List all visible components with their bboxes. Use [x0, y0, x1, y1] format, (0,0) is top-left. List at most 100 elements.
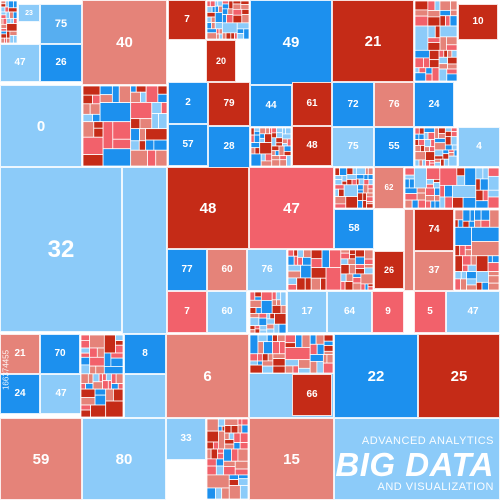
mosaic-tile [310, 277, 321, 290]
mosaic-tile [257, 341, 264, 355]
mosaic-tile [226, 14, 234, 24]
treemap-cell: 6 [166, 334, 249, 418]
mosaic-tile [151, 102, 162, 114]
mosaic-tile [81, 356, 91, 366]
treemap-cell-label: 58 [348, 223, 360, 234]
big-data-branding: ADVANCED ANALYTICS BIG DATA AND VISUALIZ… [324, 435, 494, 494]
treemap-cell: 62 [374, 167, 404, 209]
mosaic-tile [405, 174, 415, 180]
mosaic-tile [218, 33, 223, 39]
treemap-cell: 32 [0, 167, 122, 332]
mosaic-tile [236, 22, 249, 30]
mosaic-tile [215, 33, 220, 39]
mosaic-tile [282, 143, 288, 147]
mosaic-tile [228, 485, 241, 499]
mosaic-tile [276, 299, 282, 306]
mosaic-tile [349, 250, 356, 255]
mosaic-tile [360, 273, 373, 285]
mosaic-tile [367, 174, 373, 181]
treemap-cell: 70 [40, 334, 80, 374]
mosaic-tile [427, 132, 436, 140]
mosaic-tile [96, 347, 105, 358]
mosaic-tile [83, 113, 93, 123]
treemap-background-block [404, 209, 414, 291]
mosaic-tile [288, 250, 295, 257]
treemap-cell-label: 21 [14, 348, 26, 359]
mosaic-tile [488, 275, 499, 284]
mosaic-tile [316, 360, 324, 373]
mosaic-tile [233, 432, 241, 443]
mosaic-tile [155, 149, 167, 166]
mosaic-tile [489, 210, 499, 228]
treemap-cell: 49 [250, 0, 332, 85]
mosaic-tile [355, 174, 365, 180]
mosaic-tile [296, 277, 306, 290]
mosaic-tile [260, 160, 273, 166]
mosaic-tile [251, 153, 262, 166]
mosaic-tile [81, 409, 92, 417]
mosaic-tile [271, 132, 277, 139]
mosaic-tile [278, 323, 286, 333]
treemap-cell: 7 [167, 291, 207, 333]
mosaic-tile [89, 356, 105, 367]
mosaic-tile [210, 448, 219, 460]
mosaic-tile [416, 187, 426, 194]
mosaic-tile [153, 139, 167, 151]
mosaic-tile [275, 137, 283, 144]
mosaic-tile [335, 188, 339, 197]
mosaic-tile [207, 28, 217, 34]
mosaic-tile [267, 353, 274, 362]
mosaic-tile [446, 44, 457, 51]
mosaic-tile [434, 138, 446, 144]
mosaic-tile [415, 72, 427, 81]
mosaic-tile [221, 14, 227, 24]
mosaic-tile [111, 86, 120, 103]
mosaic-tile [92, 373, 100, 383]
mosaic-tile [444, 184, 454, 198]
mosaic-tile [429, 162, 436, 166]
mosaic-tile [1, 6, 6, 13]
mosaic-tile [364, 283, 369, 290]
mosaic-tile [140, 91, 147, 103]
mosaic-tile [254, 325, 261, 330]
mosaic-tile [207, 32, 217, 39]
mosaic-tile [1, 1, 7, 5]
mosaic-tile [217, 419, 226, 427]
mosaic-tile [420, 145, 426, 153]
mosaic-tile [418, 67, 427, 74]
mosaic-tile [475, 200, 489, 208]
mosaic-tile [325, 267, 342, 290]
mosaic-tile [323, 340, 333, 346]
mosaic-tile [418, 133, 425, 140]
treemap-cell: 24 [0, 374, 40, 414]
mosaic-tile [297, 256, 303, 266]
mosaic-tile [438, 68, 448, 81]
mosaic-tile [260, 292, 273, 301]
mosaic-tile [357, 184, 364, 191]
mosaic-tile [130, 140, 140, 151]
mosaic-tile [238, 474, 248, 480]
mosaic-tile [415, 1, 429, 11]
mosaic-tile [346, 168, 354, 175]
mosaic-tile [4, 6, 9, 13]
mosaic-tile [357, 189, 364, 194]
mosaic-tile [488, 271, 499, 277]
treemap-cell-label: 26 [383, 264, 394, 275]
mosaic-tile [266, 313, 271, 320]
stock-id-watermark: 166374455 [1, 300, 11, 440]
mosaic-tile [89, 335, 105, 349]
mosaic-tile [479, 178, 489, 191]
mosaic-tile [102, 148, 132, 166]
mosaic-tile [130, 86, 137, 93]
mosaic-tile [93, 121, 104, 129]
mosaic-tile [443, 158, 450, 166]
mosaic-tile [102, 380, 109, 390]
mosaic-tile [427, 10, 441, 18]
mosaic-tile [455, 255, 463, 272]
mosaic-tile [130, 149, 148, 166]
mosaic-tile [464, 249, 472, 257]
mosaic-tile [215, 458, 225, 467]
treemap-cell: 15 [249, 418, 334, 500]
treemap-cell: 24 [414, 82, 454, 127]
mosaic-tile [115, 344, 123, 354]
